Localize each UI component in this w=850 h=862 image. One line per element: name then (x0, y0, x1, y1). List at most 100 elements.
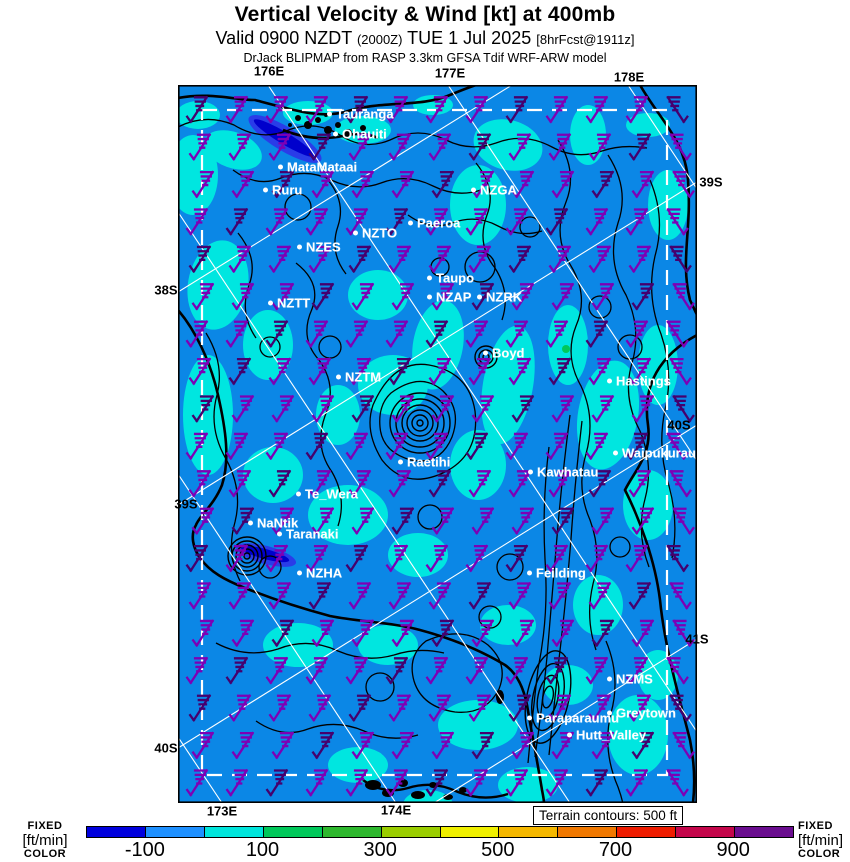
place-name: Paeroa (417, 215, 461, 231)
place-name: Raetihi (407, 454, 451, 470)
place-dot (427, 275, 432, 281)
colorbar-tick: 300 (363, 839, 397, 861)
graticule-label: 40S (667, 417, 691, 433)
place-label: NZHA (297, 566, 342, 581)
place-label: NZGA (471, 183, 517, 198)
colorbar-segment (87, 827, 145, 837)
place-name: Ruru (272, 182, 303, 198)
place-label: Greytown (607, 706, 676, 721)
valid-zulu: (2000Z) (356, 32, 403, 47)
place-label: Paraparaumu (527, 711, 619, 726)
valid-fcst: [8hrFcst@1911z] (536, 32, 635, 47)
map-border (178, 85, 698, 804)
place-label: Ohauiti (333, 127, 387, 142)
place-label: Taranaki (277, 527, 339, 542)
colorbar-segment (262, 827, 322, 837)
colorbar-segment (380, 827, 440, 837)
place-name: NZHA (306, 565, 343, 581)
place-name: Boyd (492, 345, 525, 361)
graticule-label: 174E (380, 802, 412, 818)
place-dot (297, 570, 302, 576)
place-label: NZES (297, 240, 341, 255)
place-dot (483, 350, 488, 356)
graticule-label: 38S (154, 282, 178, 298)
header: Vertical Velocity & Wind [kt] at 400mb V… (0, 0, 850, 65)
place-dot (296, 491, 301, 497)
colorbar-tick: 900 (716, 839, 750, 861)
place-label: Boyd (483, 346, 525, 361)
place-label: Waipukurau (613, 446, 696, 461)
colorbar-segment (557, 827, 617, 837)
place-dot (327, 111, 332, 117)
place-label: Ruru (263, 183, 302, 198)
place-dot (398, 459, 403, 465)
valid-date: TUE 1 Jul 2025 (407, 28, 532, 48)
place-name: NZES (306, 239, 341, 255)
fixed-label: FIXED (27, 820, 63, 832)
place-label: Paeroa (408, 216, 460, 231)
place-name: NZTT (277, 295, 311, 311)
place-dot (607, 710, 612, 716)
colorbar-segment (498, 827, 558, 837)
place-name: Taranaki (286, 526, 339, 542)
place-name: Te_Wera (305, 486, 358, 502)
colorbar-tick: 100 (245, 839, 280, 861)
colorbar-tick: -100 (124, 839, 165, 861)
place-name: NZRK (486, 289, 523, 305)
place-name: Waipukurau (622, 445, 696, 461)
valid-time-line: Valid 0900 NZDT (2000Z) TUE 1 Jul 2025 [… (0, 28, 850, 49)
place-dot (278, 164, 283, 170)
graticule-lines (177, 84, 698, 804)
graticule-label: 173E (206, 803, 238, 819)
place-label: Feilding (527, 566, 586, 581)
place-name: Ohauiti (342, 126, 387, 142)
place-dot (336, 374, 341, 380)
page-title: Vertical Velocity & Wind [kt] at 400mb (234, 3, 616, 26)
graticule-label: 178E (613, 69, 645, 85)
model-line: DrJack BLIPMAP from RASP 3.3km GFSA Tdif… (243, 51, 607, 65)
place-name: Hutt_Valley (576, 727, 647, 743)
colorbar-segment (734, 827, 794, 837)
place-dot (427, 294, 432, 300)
place-dot (353, 230, 358, 236)
graticule-label: 39S (174, 496, 198, 512)
place-name: Feilding (536, 565, 586, 581)
graticule-label: 176E (253, 63, 285, 79)
colorbar-tick: 500 (481, 839, 515, 861)
place-dot (333, 131, 338, 137)
place-dot (613, 450, 618, 456)
graticule-label: 39S (699, 174, 723, 190)
forecast-map (168, 83, 699, 858)
place-name: NZTM (345, 369, 382, 385)
place-label: Taupo (427, 271, 474, 286)
colorbar-segment (203, 827, 263, 837)
place-name: Taupo (436, 270, 475, 286)
color-label: COLOR (23, 848, 67, 860)
valid-prefix: Valid 0900 NZDT (215, 28, 352, 48)
place-dot (277, 531, 282, 537)
place-name: Paraparaumu (536, 710, 620, 726)
place-dot (408, 220, 413, 226)
graticule-label: 177E (434, 65, 466, 81)
colorbar-unit-left: FIXED [ft/min] COLOR (8, 821, 82, 860)
place-label: NaNtik (248, 516, 298, 531)
colorbar-segment (439, 827, 499, 837)
place-label: Hastings (607, 374, 671, 389)
place-dot (268, 300, 273, 306)
place-label: MataMataai (278, 160, 357, 175)
colorbar-segment (616, 827, 676, 837)
place-label: Hutt_Valley (567, 728, 646, 743)
place-label: Raetihi (398, 455, 450, 470)
place-name: NZGA (480, 182, 517, 198)
place-dot (607, 676, 612, 682)
colorbar (86, 826, 794, 838)
graticule-label: 40S (154, 740, 178, 756)
unit-label: [ft/min] (22, 832, 68, 849)
place-dot (528, 469, 533, 475)
place-label: Kawhatau (528, 465, 598, 480)
place-dot (297, 244, 302, 250)
place-dot (477, 294, 482, 300)
place-name: NZAP (436, 289, 472, 305)
place-dot (263, 187, 268, 193)
